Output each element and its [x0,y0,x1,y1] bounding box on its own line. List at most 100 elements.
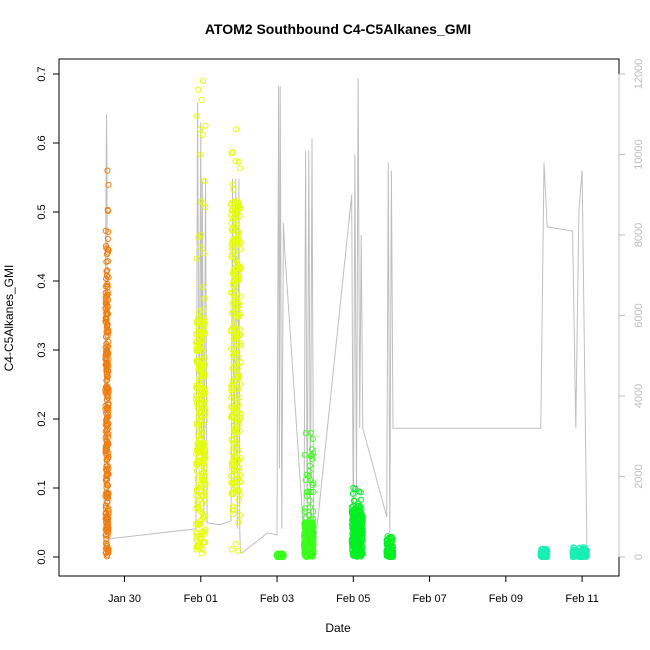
data-point [232,236,239,243]
data-point [233,215,240,222]
data-point [193,460,200,467]
data-point [198,198,205,205]
data-point [102,242,110,250]
y-tick-label: 0.1 [36,480,48,495]
data-point [202,526,209,533]
x-tick-label: Feb 01 [184,593,218,605]
data-point [232,430,239,438]
data-point [229,181,236,188]
data-point [198,96,205,104]
data-point [229,309,236,317]
x-tick-label: Feb 05 [336,593,370,605]
plot-area [102,77,590,561]
data-point [102,443,110,450]
data-point [200,283,207,291]
x-tick-label: Jan 30 [108,593,141,605]
data-point [195,346,202,353]
data-point [388,550,395,557]
data-point [307,536,314,543]
data-point [309,523,316,530]
data-point [103,456,110,464]
data-point [236,427,243,434]
data-point [103,410,110,417]
data-point [234,345,241,352]
data-point [104,512,111,519]
data-point [310,450,317,457]
data-point [353,531,360,539]
data-point [195,405,202,412]
data-point [200,513,208,520]
data-point [201,177,208,184]
data-point [193,338,200,345]
data-point [202,204,209,211]
data-point [358,550,365,557]
data-point [202,407,209,414]
data-point [102,549,109,557]
data-point [230,467,238,474]
data-point [103,553,111,560]
data-point [103,427,110,434]
data-point [357,539,364,546]
data-point [232,325,240,332]
data-point [229,281,237,288]
data-point [104,455,112,462]
data-point [357,551,364,558]
data-point [236,497,243,504]
data-point [235,302,242,309]
data-point [302,430,309,437]
x-axis-label: Date [325,621,351,635]
data-point [102,515,109,522]
data-point [102,386,109,393]
data-point [302,519,309,526]
data-point [348,521,356,528]
data-point [237,293,244,300]
data-point [193,348,200,355]
data-point [236,420,243,427]
data-point [193,505,200,512]
data-point [235,274,242,281]
data-point [105,343,112,350]
data-point [228,411,235,418]
data-point [305,548,312,555]
data-point [195,440,202,447]
data-point [198,528,206,535]
data-point [236,165,243,172]
data-point [104,258,112,265]
data-point [103,452,110,459]
data-point [104,470,111,477]
data-point [301,541,308,548]
data-point [228,472,235,480]
data-point [235,547,242,554]
data-point [237,512,244,519]
data-point [201,321,208,328]
data-point [201,464,208,471]
data-point [231,266,238,273]
data-point [104,206,111,213]
data-point [230,444,237,451]
y2-tick-label: 4000 [633,384,645,408]
data-point [104,494,111,501]
data-point [358,521,365,528]
y-tick-label: 0.5 [36,204,48,219]
data-point [105,181,112,188]
data-point [237,340,244,347]
data-point [229,207,236,214]
data-point [199,423,206,430]
data-point [237,205,244,212]
data-point [235,158,242,165]
data-point [200,250,207,257]
data-point [201,439,208,446]
data-point [579,547,586,554]
data-point [235,374,242,381]
data-point [194,461,201,468]
data-point [229,149,236,156]
data-point [103,416,110,423]
data-point [229,324,237,331]
data-point [576,553,583,560]
data-point [301,508,308,515]
data-point [231,255,239,262]
data-point [197,386,204,393]
data-point [228,253,235,260]
data-point [308,446,315,453]
